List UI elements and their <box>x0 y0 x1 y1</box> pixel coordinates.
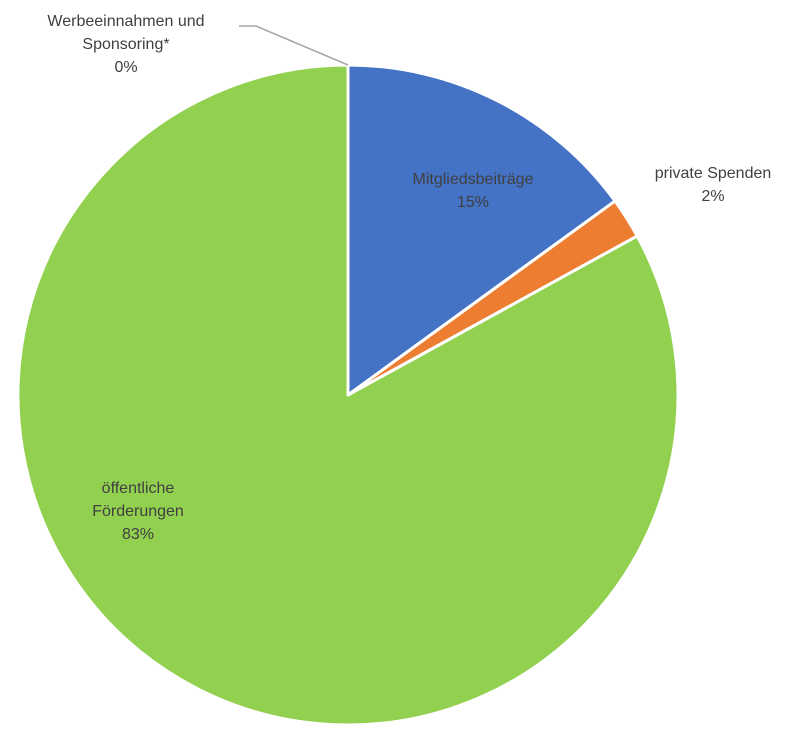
data-label-private-spenden: private Spenden 2% <box>655 165 772 205</box>
data-label-percent: 83% <box>122 526 154 543</box>
pie-slice-ffentliche-f-rderungen <box>16 63 680 727</box>
data-label-werbeeinnahmen-und-sponsoring: Werbeeinnahmen und Sponsoring* 0% <box>47 13 204 76</box>
data-label-text: Sponsoring* <box>82 36 169 53</box>
leader-lines <box>239 25 349 66</box>
leader-line-werbeeinnahmen-und-sponsoring <box>239 25 349 66</box>
data-label-text: Mitgliedsbeiträge <box>413 171 534 188</box>
pie-slices <box>16 63 680 727</box>
data-label-percent: 0% <box>114 59 137 76</box>
data-label-text: private Spenden <box>655 165 772 182</box>
data-label-percent: 2% <box>701 188 724 205</box>
data-label-ffentliche-f-rderungen: öffentliche Förderungen 83% <box>92 480 184 543</box>
data-labels: Mitgliedsbeiträge 15% private Spenden 2% öff… <box>47 13 771 543</box>
data-label-percent: 15% <box>457 194 489 211</box>
data-label-text: öffentliche <box>102 480 175 497</box>
data-label-text: Werbeeinnahmen und <box>47 13 204 30</box>
data-label-text: Förderungen <box>92 503 184 520</box>
data-label-mitgliedsbeitr-ge: Mitgliedsbeiträge 15% <box>413 171 534 211</box>
pie-slice-mitgliedsbeitr-ge <box>346 63 617 397</box>
